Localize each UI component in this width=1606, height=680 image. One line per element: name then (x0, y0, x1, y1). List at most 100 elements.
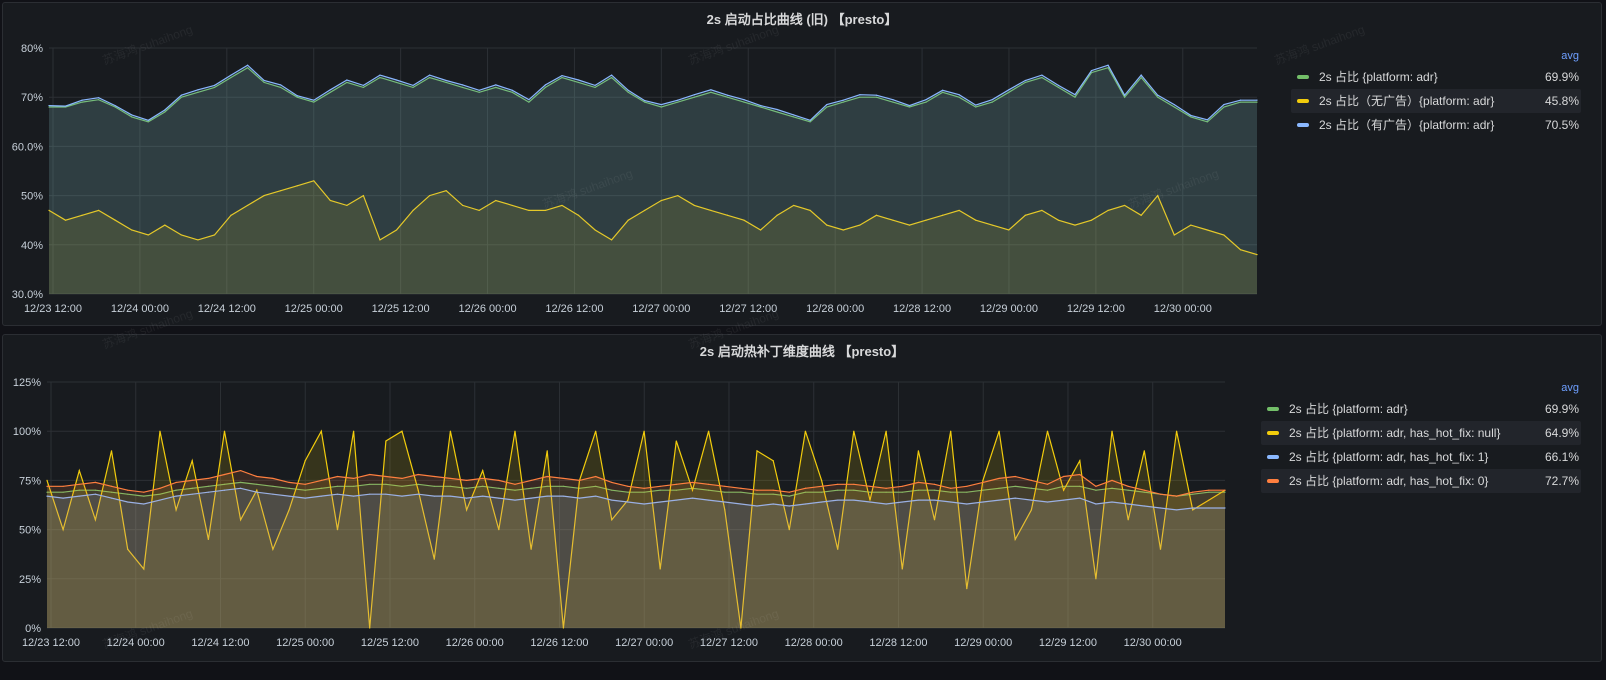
data-point (659, 501, 661, 503)
data-point (62, 497, 64, 499)
legend-avg-header[interactable]: avg (1561, 382, 1579, 394)
data-point (892, 101, 894, 103)
data-point (1124, 96, 1126, 98)
data-point (675, 440, 677, 442)
series-color-swatch (1297, 123, 1309, 127)
data-point (147, 234, 149, 236)
data-point (756, 489, 758, 491)
data-point (1208, 491, 1210, 493)
data-point (776, 111, 778, 113)
data-point (875, 96, 877, 98)
legend-avg-header[interactable]: avg (1561, 50, 1579, 62)
data-point (48, 209, 50, 211)
legend-item[interactable]: 2s 占比 {platform: adr} 69.9% (1291, 65, 1581, 89)
data-point (482, 469, 484, 472)
panel-title[interactable]: 2s 启动热补丁维度曲线 【presto】 (699, 344, 905, 359)
legend-item[interactable]: 2s 占比 {platform: adr, has_hot_fix: null}… (1261, 421, 1581, 445)
data-point (272, 493, 274, 495)
data-point (280, 86, 282, 88)
data-point (776, 214, 778, 216)
data-point (869, 485, 871, 487)
data-point (223, 483, 226, 485)
data-point (1111, 479, 1113, 481)
data-point (449, 485, 452, 487)
data-point (759, 106, 762, 108)
data-point (1111, 487, 1113, 489)
data-point (859, 94, 861, 96)
data-point (859, 96, 861, 98)
line-chart-hotfix: 0% 25% 50% 75% 100% 125% 12/23 12:00 12/24 00:0… (13, 377, 1226, 649)
data-point (675, 483, 677, 485)
data-point (64, 219, 67, 221)
chart-panel-old: 2s 启动占比曲线 (旧) 【presto】 30.0% 40% 50% 60.0% 7… (2, 2, 1602, 326)
series-color-swatch (1267, 479, 1279, 483)
data-point (46, 479, 48, 481)
data-point (788, 505, 790, 507)
data-point (743, 219, 745, 221)
legend-item[interactable]: 2s 占比 {platform: adr, has_hot_fix: 1} 66… (1261, 445, 1581, 469)
data-point (1079, 497, 1081, 499)
data-point (78, 469, 80, 472)
data-point (1090, 72, 1093, 74)
data-point (346, 79, 348, 81)
data-point (1063, 475, 1065, 478)
data-point (296, 95, 298, 97)
data-point (853, 483, 855, 485)
data-point (1239, 101, 1242, 103)
data-point (611, 481, 613, 483)
legend-item[interactable]: 2s 占比 {platform: adr} 69.9% (1261, 397, 1581, 421)
data-point (1157, 195, 1159, 197)
data-point (544, 86, 547, 88)
x-tick-label: 12/26 12:00 (530, 637, 588, 649)
data-point (395, 79, 398, 81)
data-point (313, 101, 315, 103)
data-point (78, 495, 80, 497)
data-point (1024, 79, 1026, 82)
data-point (62, 485, 64, 487)
data-point (1030, 499, 1032, 501)
data-point (966, 491, 968, 493)
data-point (1190, 116, 1192, 118)
data-point (98, 97, 100, 99)
data-point (809, 121, 811, 123)
data-point (759, 104, 762, 107)
data-point (223, 430, 226, 432)
data-point (288, 509, 290, 511)
data-point (869, 501, 871, 503)
data-point (675, 499, 677, 501)
data-point (1095, 503, 1097, 505)
legend-item[interactable]: 2s 占比 {platform: adr, has_hot_fix: 0} 72… (1261, 469, 1581, 493)
legend-item[interactable]: 2s 占比（无广告）{platform: adr} 45.8% (1291, 89, 1581, 113)
data-point (611, 74, 613, 76)
data-point (131, 229, 133, 231)
data-point (675, 489, 677, 491)
data-point (562, 477, 564, 480)
panel-title[interactable]: 2s 启动占比曲线 (旧) 【presto】 (706, 12, 898, 27)
data-point (1008, 229, 1010, 231)
data-point (885, 503, 887, 505)
data-point (804, 491, 807, 493)
series-area (49, 180, 1257, 294)
data-point (710, 91, 712, 93)
data-point (644, 101, 646, 103)
data-point (853, 499, 855, 501)
data-point (46, 491, 48, 493)
data-point (726, 214, 729, 216)
data-point (462, 204, 464, 207)
series-color-swatch (1267, 455, 1279, 459)
data-point (693, 204, 695, 207)
data-point (544, 84, 547, 86)
legend-item[interactable]: 2s 占比（有广告）{platform: adr} 70.5% (1291, 113, 1581, 137)
data-point (677, 101, 679, 103)
data-point (772, 460, 774, 462)
data-point (611, 489, 613, 491)
series-line (47, 469, 1225, 497)
data-point (462, 86, 464, 88)
data-point (143, 503, 145, 505)
data-point (1143, 450, 1145, 452)
y-tick-label: 70% (21, 92, 43, 104)
x-tick-label: 12/27 12:00 (700, 637, 758, 649)
x-tick-label: 12/30 00:00 (1154, 303, 1212, 315)
data-point (320, 430, 322, 432)
legend-series-avg: 66.1% (1544, 450, 1579, 464)
